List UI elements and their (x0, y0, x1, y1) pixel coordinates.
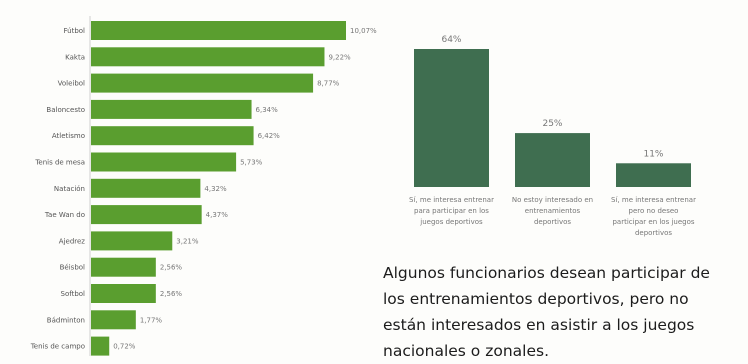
category-label: Kakta (65, 53, 85, 61)
bar (91, 231, 173, 251)
category-label: Sí, me interesa entrenar pero no deseo par… (611, 196, 696, 237)
category-label: Tenis de campo (30, 343, 85, 351)
category-label: Tenis de mesa (34, 159, 85, 167)
category-label: Atletismo (52, 132, 85, 140)
data-label: 4,37% (206, 211, 229, 219)
data-label: 10,07% (350, 27, 377, 35)
bar (515, 133, 590, 187)
category-label: Tae Wan do (44, 211, 85, 219)
data-label: 64% (441, 35, 461, 45)
bar (91, 73, 314, 93)
data-label: 3,21% (176, 237, 199, 245)
charts-canvas: Fútbol 10,07% Kakta 9,22% Voleibol 8,77% Balon… (30, 16, 696, 356)
bar (91, 178, 201, 198)
bar (91, 21, 346, 40)
data-label: 11% (643, 149, 663, 159)
bar (91, 310, 136, 330)
bar (414, 49, 489, 187)
category-label: Béisbol (60, 264, 85, 272)
category-label: Natación (54, 185, 85, 193)
data-label: 6,42% (258, 132, 281, 140)
bar (91, 336, 110, 356)
data-label: 25% (542, 119, 562, 129)
bar (91, 205, 202, 225)
bar (91, 257, 156, 277)
training-interest-chart: 64% Sí, me interesa entrenar para particip… (409, 35, 696, 237)
sports-participation-chart: Fútbol 10,07% Kakta 9,22% Voleibol 8,77% Balon… (30, 16, 377, 356)
bar (91, 99, 252, 119)
data-label: 4,32% (204, 185, 227, 193)
bar (91, 152, 237, 172)
category-label: Voleibol (58, 80, 85, 88)
data-label: 1,77% (140, 316, 163, 324)
bar (616, 163, 691, 187)
category-label: Bádminton (47, 316, 85, 324)
bar (91, 126, 254, 146)
category-label: Baloncesto (46, 106, 85, 114)
bar (91, 47, 325, 67)
data-label: 0,72% (113, 343, 136, 351)
data-label: 2,56% (160, 290, 183, 298)
category-label: No estoy interesado en entrenamientos depo… (512, 196, 593, 226)
data-label: 5,73% (240, 159, 263, 167)
data-label: 2,56% (160, 264, 183, 272)
category-label: Softbol (61, 290, 86, 298)
data-label: 9,22% (328, 53, 351, 61)
chart-note: Algunos funcionarios desean participar d… (383, 264, 710, 360)
data-label: 8,77% (317, 80, 340, 88)
category-label: Ajedrez (59, 237, 86, 245)
data-label: 6,34% (256, 106, 279, 114)
bar (91, 284, 156, 303)
category-label: Sí, me interesa entrenar para participar … (409, 196, 494, 226)
category-label: Fútbol (64, 27, 86, 35)
